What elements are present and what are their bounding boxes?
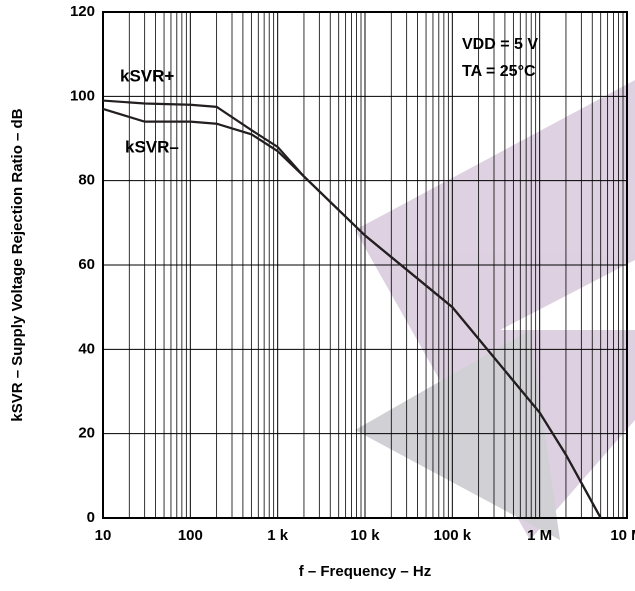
x-tick-label: 100 — [178, 527, 203, 544]
x-tick-label: 10 — [95, 527, 112, 544]
y-tick-label: 120 — [70, 3, 95, 20]
annotation: VDD = 5 V — [462, 36, 538, 53]
y-axis-label: kSVR – Supply Voltage Rejection Ratio – … — [9, 108, 26, 421]
y-tick-label: 60 — [78, 256, 95, 273]
y-tick-label: 20 — [78, 425, 95, 442]
x-tick-label: 100 k — [434, 527, 472, 544]
y-tick-label: 80 — [78, 172, 95, 189]
y-tick-label: 100 — [70, 87, 95, 104]
x-axis-label: f – Frequency – Hz — [299, 563, 432, 580]
x-tick-label: 1 M — [527, 527, 552, 544]
x-tick-label: 10 M — [610, 527, 635, 544]
annotation: TA = 25°C — [462, 63, 536, 80]
series-label: kSVR– — [125, 137, 179, 156]
series-label: kSVR+ — [120, 66, 174, 85]
x-tick-label: 1 k — [267, 527, 289, 544]
y-tick-label: 0 — [87, 509, 95, 526]
x-tick-label: 10 k — [350, 527, 380, 544]
plot-frame — [102, 11, 628, 519]
watermark — [355, 80, 635, 540]
y-tick-label: 40 — [78, 340, 95, 357]
line — [102, 107, 602, 519]
